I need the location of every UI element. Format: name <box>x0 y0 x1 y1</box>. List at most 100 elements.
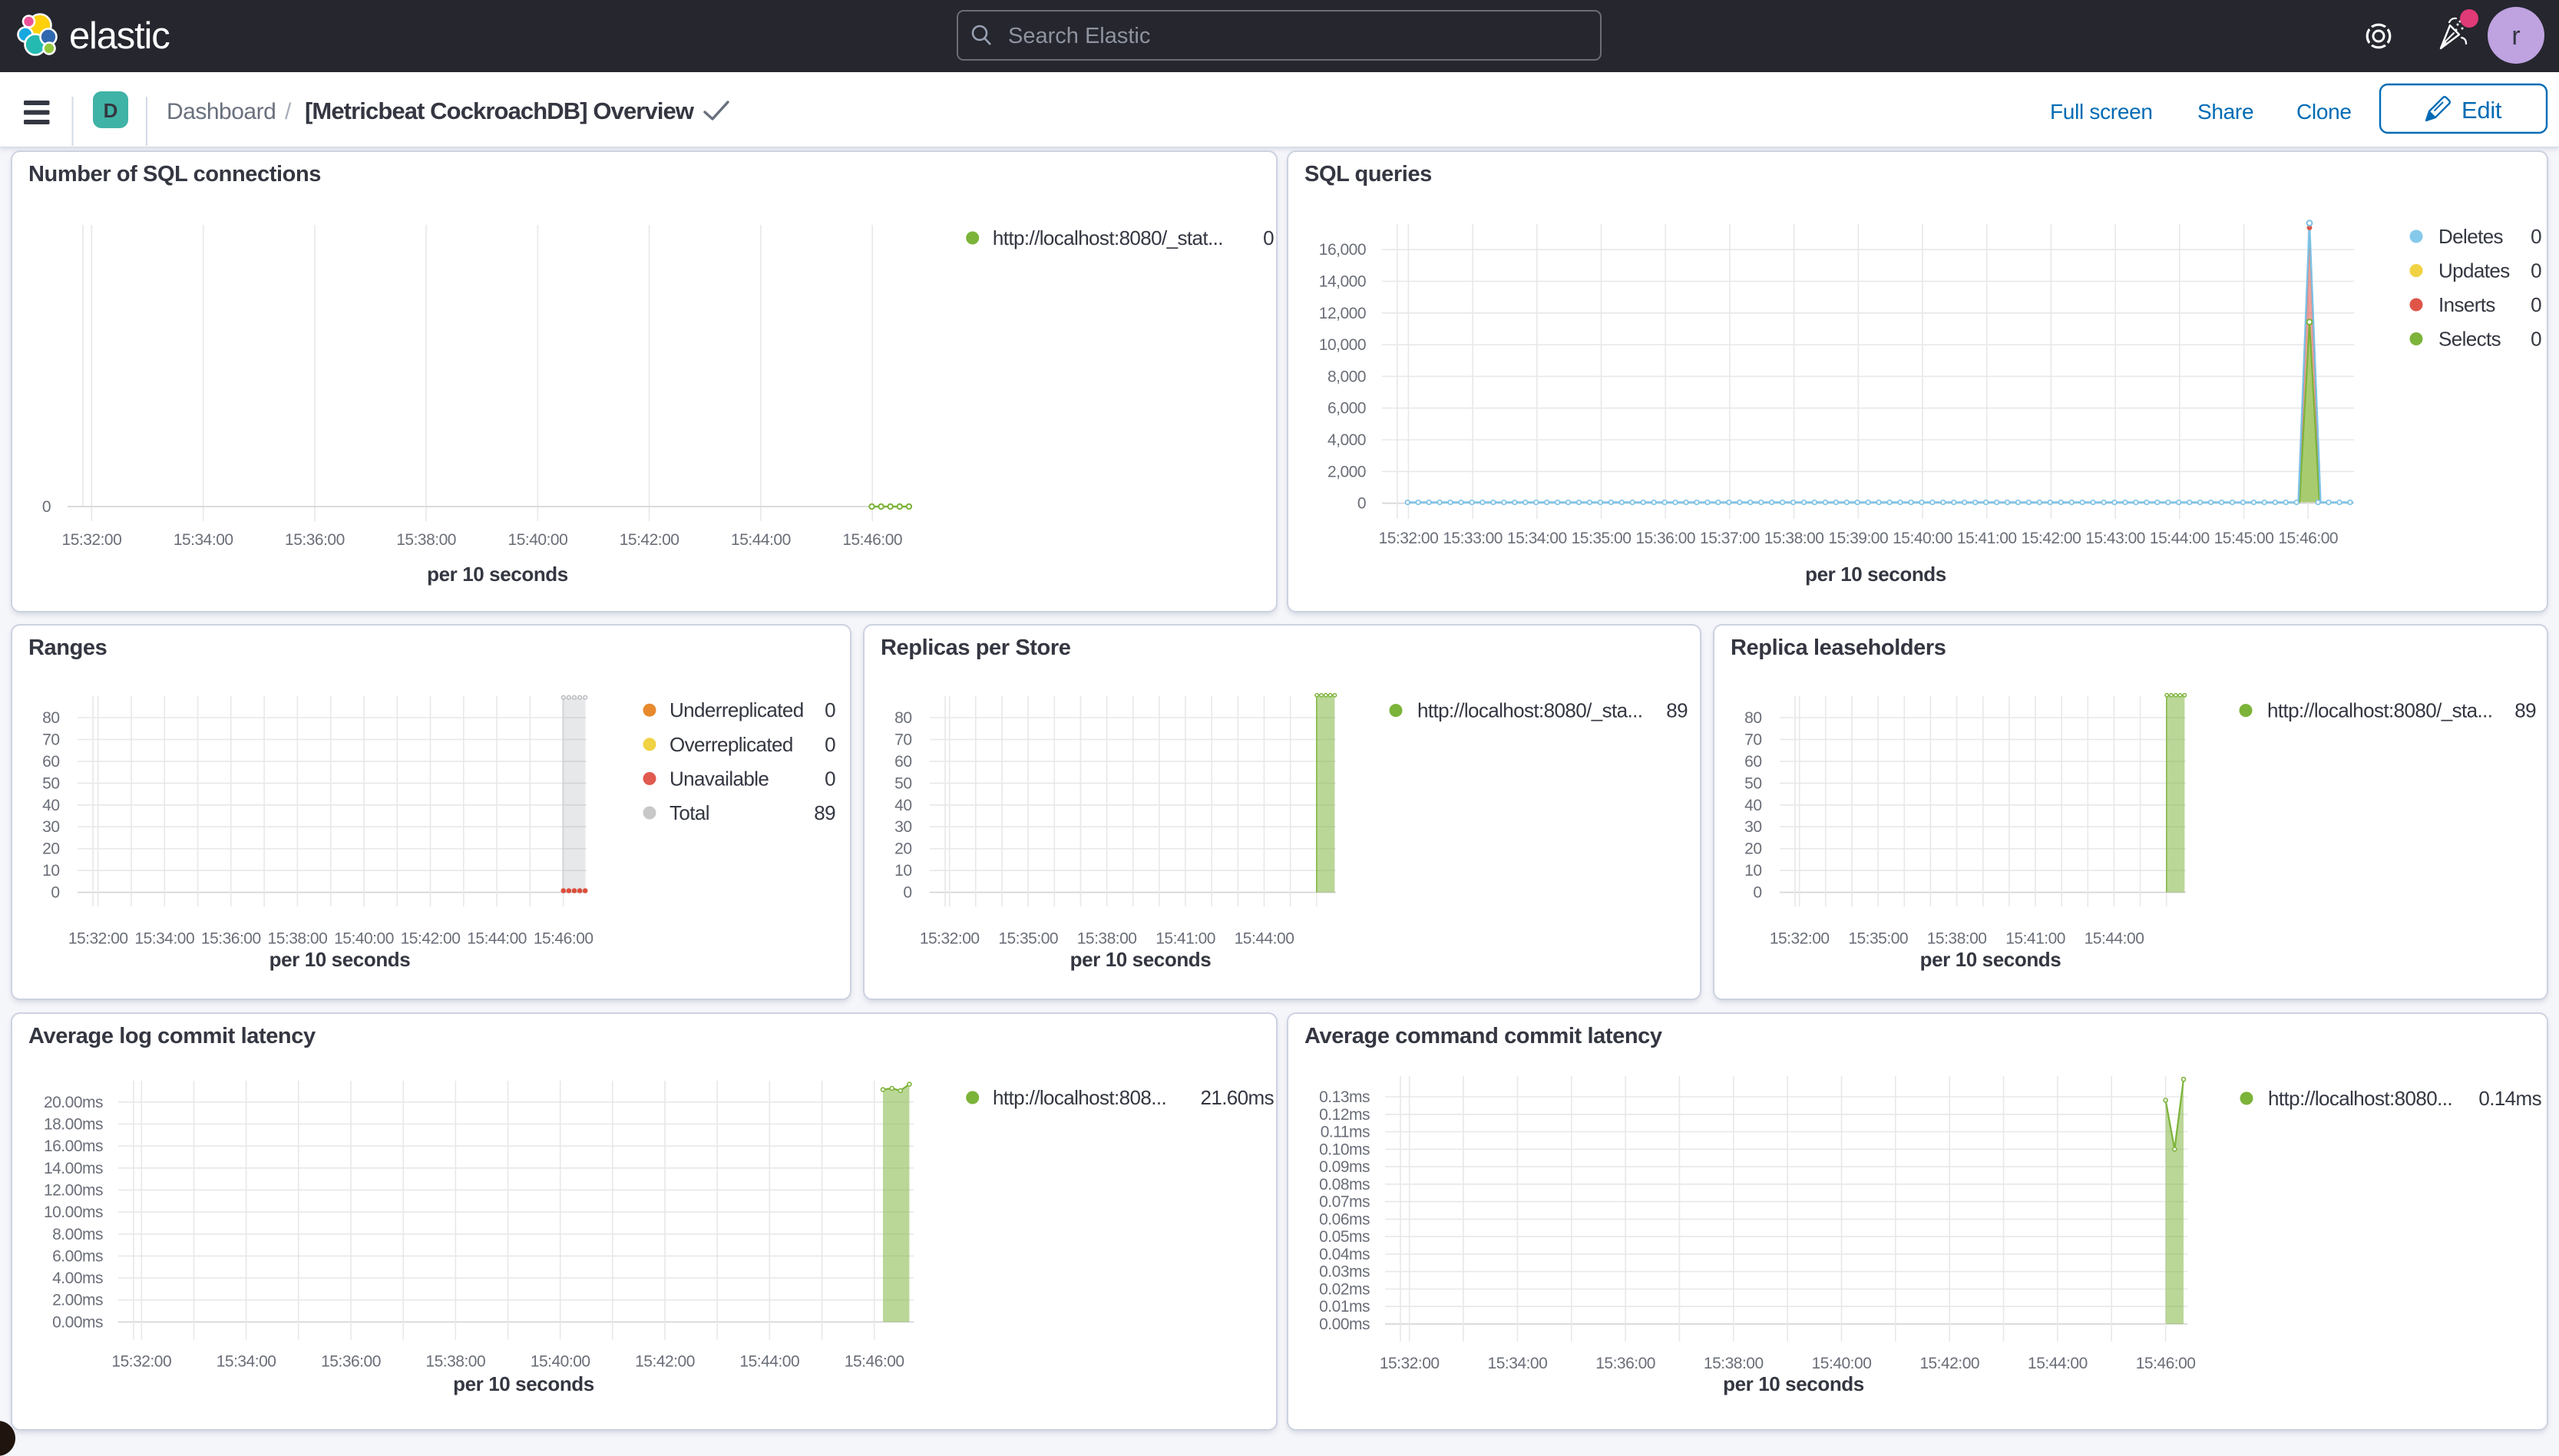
svg-text:0.12ms: 0.12ms <box>1319 1106 1370 1124</box>
svg-text:30: 30 <box>42 818 59 836</box>
svg-text:15:44:00: 15:44:00 <box>2150 530 2210 547</box>
svg-text:40: 40 <box>1744 797 1761 814</box>
svg-text:14.00ms: 14.00ms <box>44 1160 103 1177</box>
svg-text:0: 0 <box>2531 225 2541 248</box>
svg-text:21.60ms: 21.60ms <box>1200 1086 1274 1109</box>
svg-text:89: 89 <box>1666 699 1688 722</box>
svg-text:0: 0 <box>825 733 835 756</box>
svg-text:50: 50 <box>42 774 59 792</box>
svg-text:20.00ms: 20.00ms <box>44 1094 103 1111</box>
svg-text:0.10ms: 0.10ms <box>1319 1141 1370 1158</box>
svg-text:15:44:00: 15:44:00 <box>1235 930 1294 948</box>
svg-text:80: 80 <box>1744 709 1761 727</box>
svg-text:15:41:00: 15:41:00 <box>1156 930 1215 948</box>
svg-text:0.02ms: 0.02ms <box>1319 1281 1370 1299</box>
svg-text:15:38:00: 15:38:00 <box>268 930 328 948</box>
svg-text:15:42:00: 15:42:00 <box>635 1353 695 1371</box>
svg-text:Overreplicated: Overreplicated <box>670 733 793 756</box>
svg-text:60: 60 <box>42 753 59 771</box>
svg-text:15:38:00: 15:38:00 <box>1704 1355 1764 1372</box>
svg-text:Average command commit latency: Average command commit latency <box>1304 1024 1662 1048</box>
svg-text:0.08ms: 0.08ms <box>1319 1176 1370 1194</box>
svg-text:Deletes: Deletes <box>2438 225 2504 248</box>
svg-text:0: 0 <box>2531 293 2541 316</box>
svg-text:per 10 seconds: per 10 seconds <box>1070 948 1212 971</box>
svg-text:0.14ms: 0.14ms <box>2478 1087 2541 1110</box>
svg-text:15:42:00: 15:42:00 <box>401 930 461 948</box>
svg-text:40: 40 <box>42 797 59 814</box>
svg-text:15:44:00: 15:44:00 <box>731 531 791 549</box>
svg-text:18.00ms: 18.00ms <box>44 1116 103 1134</box>
svg-text:per 10 seconds: per 10 seconds <box>453 1372 594 1395</box>
svg-text:10: 10 <box>42 862 59 880</box>
svg-text:15:38:00: 15:38:00 <box>1764 530 1824 547</box>
svg-text:89: 89 <box>2514 699 2536 722</box>
svg-text:16,000: 16,000 <box>1319 241 1366 259</box>
svg-text:per 10 seconds: per 10 seconds <box>1723 1372 1864 1395</box>
svg-text:16.00ms: 16.00ms <box>44 1137 103 1155</box>
svg-text:0.00ms: 0.00ms <box>52 1313 103 1331</box>
svg-text:4.00ms: 4.00ms <box>52 1269 103 1287</box>
svg-text:15:39:00: 15:39:00 <box>1828 530 1888 547</box>
svg-text:0: 0 <box>1263 226 1274 249</box>
svg-text:Underreplicated: Underreplicated <box>670 698 804 721</box>
svg-text:15:40:00: 15:40:00 <box>1893 530 1952 547</box>
svg-text:15:34:00: 15:34:00 <box>217 1353 276 1371</box>
svg-text:15:35:00: 15:35:00 <box>1572 530 1632 547</box>
svg-text:0: 0 <box>1753 884 1761 902</box>
svg-text:Edit: Edit <box>2461 97 2502 124</box>
svg-text:60: 60 <box>894 753 911 771</box>
svg-text:0.04ms: 0.04ms <box>1319 1246 1370 1263</box>
svg-text:15:38:00: 15:38:00 <box>1927 930 1987 948</box>
svg-text:0.13ms: 0.13ms <box>1319 1088 1370 1106</box>
svg-text:6.00ms: 6.00ms <box>52 1247 103 1265</box>
svg-text:0: 0 <box>903 884 911 902</box>
svg-text:Replicas per Store: Replicas per Store <box>881 636 1071 660</box>
svg-text:15:34:00: 15:34:00 <box>1507 530 1567 547</box>
svg-text:Inserts: Inserts <box>2438 293 2495 316</box>
svg-text:15:38:00: 15:38:00 <box>1077 930 1137 948</box>
svg-text:0.01ms: 0.01ms <box>1319 1298 1370 1316</box>
svg-text:15:40:00: 15:40:00 <box>1812 1355 1872 1372</box>
svg-text:10: 10 <box>894 862 911 880</box>
svg-text:10,000: 10,000 <box>1319 336 1366 354</box>
svg-text:80: 80 <box>894 709 911 727</box>
svg-text:Updates: Updates <box>2438 259 2510 282</box>
svg-text:Dashboard: Dashboard <box>167 99 276 124</box>
svg-text:15:34:00: 15:34:00 <box>174 531 233 549</box>
svg-text:Number of SQL connections: Number of SQL connections <box>28 162 321 187</box>
svg-text:15:32:00: 15:32:00 <box>62 531 122 549</box>
svg-text:2,000: 2,000 <box>1327 463 1366 480</box>
svg-text:15:43:00: 15:43:00 <box>2085 530 2145 547</box>
svg-text:15:46:00: 15:46:00 <box>2278 530 2338 547</box>
svg-text:[Metricbeat CockroachDB] Overv: [Metricbeat CockroachDB] Overview <box>305 97 695 124</box>
svg-text:http://localhost:808...: http://localhost:808... <box>993 1086 1166 1109</box>
svg-text:80: 80 <box>42 709 59 727</box>
svg-text:15:34:00: 15:34:00 <box>134 930 194 948</box>
svg-text:15:33:00: 15:33:00 <box>1443 530 1503 547</box>
svg-text:10.00ms: 10.00ms <box>44 1203 103 1221</box>
svg-text:4,000: 4,000 <box>1327 431 1366 449</box>
svg-text:0: 0 <box>2531 259 2541 282</box>
svg-text:15:36:00: 15:36:00 <box>285 531 345 549</box>
svg-text:15:32:00: 15:32:00 <box>68 930 128 948</box>
svg-text:10: 10 <box>1744 862 1761 880</box>
svg-text:15:32:00: 15:32:00 <box>920 930 980 948</box>
svg-text:50: 50 <box>894 774 911 792</box>
svg-text:15:36:00: 15:36:00 <box>201 930 261 948</box>
svg-text:15:44:00: 15:44:00 <box>2085 930 2144 948</box>
svg-text:15:36:00: 15:36:00 <box>321 1353 381 1371</box>
svg-text:15:41:00: 15:41:00 <box>2005 930 2065 948</box>
svg-text:15:36:00: 15:36:00 <box>1635 530 1695 547</box>
svg-text:15:41:00: 15:41:00 <box>1957 530 2017 547</box>
svg-text:0: 0 <box>2531 328 2541 351</box>
svg-text:0: 0 <box>825 698 835 721</box>
svg-text:6,000: 6,000 <box>1327 400 1366 418</box>
svg-text:20: 20 <box>894 840 911 858</box>
svg-text:89: 89 <box>814 801 835 824</box>
svg-text:30: 30 <box>894 818 911 836</box>
svg-text:0.07ms: 0.07ms <box>1319 1194 1370 1211</box>
svg-text:30: 30 <box>1744 818 1761 836</box>
svg-text:20: 20 <box>42 840 59 858</box>
svg-text:15:32:00: 15:32:00 <box>1380 1355 1440 1372</box>
